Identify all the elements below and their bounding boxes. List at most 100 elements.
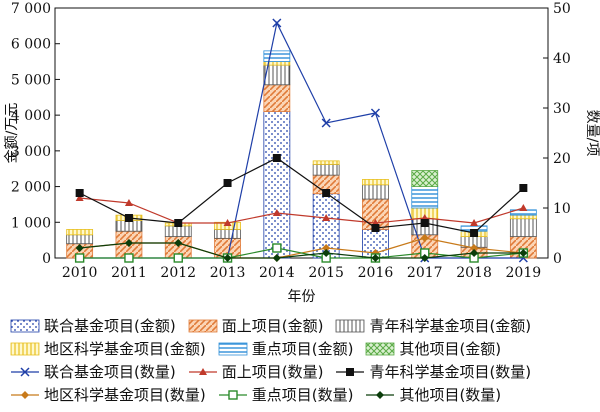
- x-tick-label: 2015: [308, 265, 344, 281]
- x-axis-title: 年份: [288, 289, 316, 305]
- legend-row: 地区科学基金项目(数量) 重点项目(数量) 其他项目(数量): [10, 383, 598, 406]
- y-left-tick-label: 4 000: [11, 108, 51, 124]
- bar-segment-2-2014: [263, 84, 291, 112]
- legend-line-symbol: [11, 366, 39, 377]
- point-4-2018: [470, 244, 479, 252]
- legend-marker: [376, 390, 385, 399]
- legend-marker: [228, 389, 238, 400]
- point-6-2010: [75, 244, 84, 252]
- legend-item: 青年科学基金项目(金额): [335, 315, 531, 336]
- bar-segment-3-2016: [362, 184, 389, 200]
- point-3-2018: [470, 229, 479, 237]
- point-2-2013: [223, 219, 232, 226]
- line-series-2: [79, 197, 524, 224]
- lines: [74, 18, 529, 263]
- point-3-2016: [371, 224, 380, 232]
- legend-label: 面上项目(数量): [221, 363, 324, 381]
- point-6-2012: [174, 239, 183, 247]
- legend-item: 联合基金项目(金额): [10, 315, 176, 336]
- point-3-2017: [420, 219, 429, 227]
- legend-label: 重点项目(数量): [251, 386, 354, 404]
- point-3-2010: [75, 189, 84, 197]
- bar-segment-4-2019: [509, 214, 537, 220]
- point-3-2011: [124, 214, 133, 222]
- legend-item: 重点项目(数量): [218, 384, 354, 405]
- bar-segment-3-2011: [115, 220, 143, 232]
- x-tick-label: 2018: [456, 265, 492, 281]
- bar-segment-1-2014: [263, 111, 291, 259]
- y-left-tick-label: 1 000: [11, 215, 51, 231]
- line-series-1: [79, 21, 524, 259]
- legend-item: 其他项目(金额): [365, 338, 501, 359]
- legend-item: 地区科学基金项目(金额): [10, 338, 206, 359]
- legend-swatch: [218, 342, 248, 355]
- point-2-2014: [272, 209, 281, 216]
- point-3-2013: [223, 179, 232, 187]
- legend-label: 重点项目(金额): [251, 340, 354, 358]
- y-right-tick-label: 40: [553, 51, 571, 67]
- x-tick-label: 2017: [407, 265, 443, 281]
- x-tick-label: 2019: [506, 265, 542, 281]
- point-1-2015: [321, 118, 331, 128]
- x-tick-label: 2012: [160, 265, 196, 281]
- y-axis-right-title: 数量/项: [584, 110, 600, 157]
- point-5-2011: [124, 253, 134, 263]
- legend-marker: [21, 390, 29, 399]
- legend-swatch: [10, 319, 40, 332]
- legend-line-symbol: [366, 390, 395, 399]
- point-1-2016: [370, 108, 380, 118]
- legend-item: 联合基金项目(数量): [10, 361, 176, 382]
- y-left-tick-label: 3 000: [11, 144, 51, 160]
- legend-label: 青年科学基金项目(金额): [369, 317, 532, 335]
- point-2-2010: [75, 194, 84, 201]
- point-4-2017: [420, 234, 429, 242]
- line-series-3: [79, 157, 524, 234]
- point-2-2018: [470, 219, 479, 226]
- bar-segment-3-2012: [164, 225, 192, 237]
- y-left-tick-label: 0: [42, 251, 51, 267]
- point-3-2015: [322, 189, 331, 197]
- x-tick-label: 2010: [62, 265, 98, 281]
- y-right-tick-label: 0: [553, 251, 562, 267]
- point-3-2012: [174, 219, 183, 227]
- legend-marker: [346, 367, 355, 376]
- bar-segment-4-2016: [362, 179, 389, 186]
- point-4-2015: [322, 244, 331, 252]
- chart-canvas: 0 1 000 2 000 3 000 4 000 5 000 6 000 7 000 0 10 2…: [4, 1, 600, 305]
- point-6-2013: [223, 254, 232, 262]
- y-right-tick-label: 20: [553, 151, 571, 167]
- legend-swatch: [366, 342, 395, 355]
- line-series-6: [79, 242, 524, 259]
- legend-item: 青年科学基金项目(数量): [335, 361, 531, 382]
- point-5-2014: [272, 243, 282, 253]
- tick-labels: 0 1 000 2 000 3 000 4 000 5 000 6 000 7 000 0 10 2…: [11, 1, 571, 281]
- bar-segment-3-2019: [509, 218, 537, 237]
- legend-line-symbol: [336, 367, 365, 376]
- legend-row: 联合基金项目(金额) 面上项目(金额) 青年科学基金项目(金额): [10, 314, 598, 337]
- point-6-2018: [470, 249, 479, 257]
- point-3-2014: [272, 154, 281, 162]
- point-5-2012: [173, 253, 183, 263]
- legend-row: 地区科学基金项目(金额) 重点项目(金额) 其他项目(金额): [10, 337, 598, 360]
- x-tick-label: 2014: [259, 265, 295, 281]
- legend-label: 青年科学基金项目(数量): [369, 363, 532, 381]
- legend-item: 其他项目(数量): [365, 384, 501, 405]
- legend-swatch: [336, 319, 365, 332]
- x-tick-label: 2013: [210, 265, 246, 281]
- bar-segment-4-2010: [66, 229, 94, 236]
- bar-segment-5-2014: [263, 50, 291, 62]
- point-6-2019: [519, 249, 528, 257]
- bar-segment-4-2015: [312, 160, 340, 165]
- point-6-2014: [272, 254, 281, 262]
- y-left-tick-label: 6 000: [11, 37, 51, 53]
- y-right-tick-label: 50: [553, 1, 571, 17]
- point-2-2011: [124, 199, 133, 206]
- bar-segment-5-2017: [411, 186, 439, 209]
- legend-item: 面上项目(数量): [188, 361, 324, 382]
- point-1-2014: [272, 18, 282, 28]
- legend-swatch: [10, 342, 40, 355]
- y-left-tick-label: 2 000: [11, 180, 51, 196]
- legend-label: 其他项目(金额): [399, 340, 502, 358]
- x-tick-label: 2011: [111, 265, 147, 281]
- bar-segment-3-2010: [66, 234, 94, 245]
